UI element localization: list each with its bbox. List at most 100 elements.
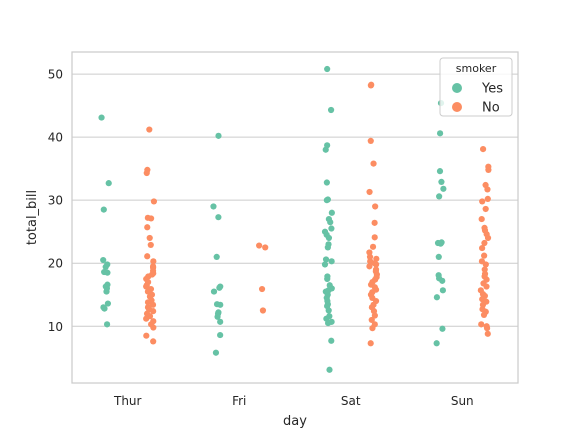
data-point — [217, 301, 224, 308]
data-point — [328, 337, 335, 344]
data-point — [480, 311, 488, 319]
legend: smoker Yes No — [439, 57, 513, 117]
data-point — [212, 349, 220, 356]
legend-items: Yes No — [452, 82, 503, 116]
data-point — [438, 178, 445, 185]
legend-marker — [452, 102, 462, 112]
data-point — [325, 234, 333, 242]
y-tick-label: 50 — [48, 68, 63, 82]
data-point — [439, 287, 446, 294]
data-point — [327, 219, 334, 226]
data-point — [325, 320, 332, 327]
data-point — [147, 215, 155, 222]
data-point — [324, 275, 331, 283]
data-point — [256, 242, 263, 249]
plot-frame — [71, 51, 519, 384]
data-point — [217, 318, 224, 325]
data-point — [485, 166, 492, 173]
data-point — [150, 198, 158, 205]
data-point — [327, 106, 335, 114]
data-point — [371, 219, 378, 226]
x-axis-label: day — [283, 414, 307, 429]
data-point — [143, 315, 150, 322]
data-point — [149, 301, 157, 308]
data-point — [478, 321, 485, 328]
x-tick-label: Sun — [451, 394, 474, 408]
y-tick-label: 40 — [48, 131, 63, 145]
data-point — [322, 256, 330, 263]
data-point — [323, 179, 330, 186]
data-point — [483, 325, 491, 332]
data-point — [371, 312, 378, 319]
data-point — [143, 332, 150, 339]
data-point — [258, 285, 266, 293]
data-point — [144, 253, 151, 260]
data-point — [143, 283, 150, 290]
data-point — [433, 340, 440, 347]
data-point — [437, 240, 444, 247]
data-point — [369, 243, 377, 250]
data-point — [103, 288, 110, 295]
legend-box — [439, 57, 513, 117]
data-point — [366, 188, 373, 196]
data-point — [325, 307, 332, 314]
data-point — [324, 65, 331, 73]
data-point — [216, 284, 223, 291]
x-tick-labels: Thur Fri Sat Sun — [113, 394, 474, 408]
legend-title: smoker — [456, 62, 497, 75]
y-tick-labels: 10 20 30 40 50 — [48, 68, 63, 334]
data-point — [326, 366, 333, 373]
data-point — [367, 137, 374, 144]
data-point — [479, 244, 486, 252]
data-point — [439, 277, 446, 284]
data-point — [104, 300, 112, 307]
data-point — [146, 126, 153, 133]
legend-marker — [452, 83, 462, 93]
data-point — [479, 198, 486, 205]
data-point — [368, 316, 375, 324]
data-point — [146, 234, 153, 242]
data-point — [481, 252, 488, 259]
data-point — [436, 130, 444, 137]
data-point — [484, 330, 491, 337]
y-axis-label: total_bill — [25, 190, 40, 245]
data-point — [144, 224, 151, 231]
data-point — [150, 338, 157, 345]
data-point — [435, 253, 442, 260]
data-point — [433, 294, 441, 301]
data-point — [102, 263, 109, 271]
x-tick-label: Fri — [232, 394, 246, 408]
data-point — [484, 234, 492, 242]
data-point — [367, 340, 374, 347]
data-point — [484, 186, 491, 193]
data-point — [214, 313, 221, 320]
data-point — [262, 244, 269, 251]
data-point — [440, 185, 447, 192]
data-point — [105, 180, 112, 187]
data-points — [98, 65, 492, 373]
data-point — [143, 169, 150, 177]
data-point — [478, 215, 485, 223]
data-point — [481, 239, 488, 247]
data-point — [482, 205, 489, 213]
data-point — [98, 114, 105, 121]
data-point — [372, 203, 379, 210]
data-point — [217, 331, 224, 339]
data-point — [481, 266, 488, 273]
data-point — [210, 203, 217, 210]
data-point — [215, 132, 222, 139]
data-point — [150, 324, 157, 331]
data-point — [483, 283, 490, 290]
data-point — [367, 82, 374, 89]
x-tick-label: Thur — [113, 394, 142, 408]
y-tick-label: 30 — [48, 194, 63, 208]
legend-label: Yes — [481, 82, 503, 97]
data-point — [369, 325, 376, 332]
data-point — [321, 261, 329, 268]
data-point — [215, 214, 222, 221]
data-point — [436, 193, 443, 200]
y-tick-label: 20 — [48, 257, 63, 271]
data-point — [103, 321, 111, 328]
data-point — [484, 195, 491, 202]
y-tick-label: 10 — [48, 320, 63, 334]
